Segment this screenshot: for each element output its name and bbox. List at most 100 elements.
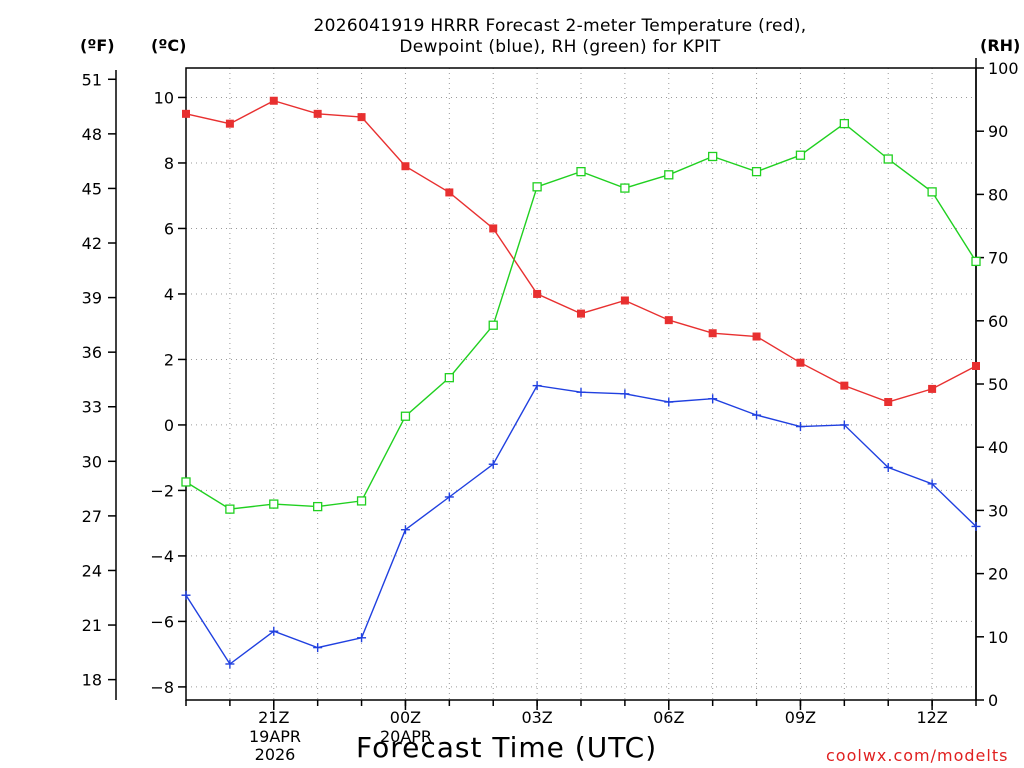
chart-title-line2: Dewpoint (blue), RH (green) for KPIT — [399, 37, 721, 57]
celsius-tick-label: 10 — [154, 88, 174, 107]
fahrenheit-tick-label: 36 — [82, 343, 102, 362]
fahrenheit-tick-label: 18 — [82, 671, 102, 690]
fahrenheit-unit-label: (ºF) — [80, 36, 115, 55]
rh-tick-label: 30 — [988, 501, 1008, 520]
celsius-tick-label: 4 — [164, 285, 174, 304]
temperature-point — [401, 162, 410, 171]
temperature-point — [533, 289, 542, 298]
chart-title: 2026041919 HRRR Forecast 2-meter Tempera… — [230, 16, 890, 58]
fahrenheit-tick-label: 45 — [82, 179, 102, 198]
dewpoint-point — [313, 643, 323, 653]
dewpoint-point — [971, 521, 981, 531]
dewpoint-point — [795, 422, 805, 432]
series-rh — [181, 118, 981, 514]
temperature-point — [884, 398, 893, 407]
rh-point — [839, 118, 849, 129]
rh-tick-label: 50 — [988, 375, 1008, 394]
temperature-point — [796, 358, 805, 367]
rh-tick-label: 40 — [988, 438, 1008, 457]
rh-tick-label: 80 — [988, 185, 1008, 204]
x-tick-label: 21Z — [258, 708, 289, 727]
temperature-point — [708, 329, 717, 338]
temperature-point — [840, 381, 849, 390]
rh-point — [664, 170, 674, 180]
dewpoint-point — [752, 410, 762, 420]
fahrenheit-tick-label: 39 — [82, 289, 102, 308]
celsius-tick-label: 6 — [164, 219, 174, 238]
fahrenheit-tick-label: 27 — [82, 507, 102, 526]
fahrenheit-tick-label: 24 — [82, 561, 102, 580]
rh-point — [927, 187, 937, 197]
dewpoint-point — [708, 394, 718, 404]
temperature-point — [928, 384, 937, 393]
dewpoint-point — [444, 492, 454, 502]
series-dewpoint — [181, 381, 981, 669]
celsius-tick-label: −8 — [150, 678, 174, 697]
rh-point — [313, 501, 323, 512]
x-tick-label: 12Z — [916, 708, 947, 727]
temperature-point — [182, 109, 190, 118]
celsius-unit-label: (ºC) — [151, 36, 187, 55]
grid-lines — [186, 68, 976, 700]
dewpoint-point — [883, 463, 893, 473]
rh-point — [488, 320, 498, 330]
temperature-point — [489, 224, 498, 233]
rh-point — [883, 154, 893, 164]
celsius-tick-label: −4 — [150, 547, 174, 566]
rh-unit-label: (RH) — [980, 36, 1021, 55]
rh-point — [751, 166, 762, 177]
dewpoint-point — [400, 525, 410, 535]
temperature-point — [752, 332, 761, 341]
dewpoint-point — [532, 381, 542, 391]
fahrenheit-tick-label: 42 — [82, 234, 102, 253]
rh-tick-label: 10 — [988, 628, 1008, 647]
temperature-point — [972, 361, 980, 370]
rh-point — [708, 151, 718, 162]
x-tick-label: 03Z — [521, 708, 552, 727]
dewpoint-line — [185, 384, 977, 666]
celsius-tick-label: −2 — [150, 481, 174, 500]
temperature-point — [620, 296, 629, 305]
rh-tick-label: 20 — [988, 565, 1008, 584]
celsius-tick-label: 2 — [164, 350, 174, 369]
rh-tick-label: 100 — [988, 59, 1019, 78]
celsius-tick-label: 0 — [164, 416, 174, 435]
rh-point — [269, 499, 279, 509]
x-tick-label: 06Z — [653, 708, 684, 727]
dewpoint-point — [357, 633, 367, 643]
temperature-line — [185, 99, 977, 403]
dewpoint-point — [620, 389, 630, 399]
temperature-point — [357, 113, 366, 122]
chart-title-line1: 2026041919 HRRR Forecast 2-meter Tempera… — [313, 16, 807, 36]
rh-point — [620, 183, 630, 193]
dewpoint-point — [181, 590, 191, 600]
dewpoint-point — [927, 479, 937, 489]
rh-point — [444, 373, 454, 383]
x-tick-label: 00Z — [390, 708, 421, 727]
dewpoint-point — [576, 387, 586, 397]
fahrenheit-tick-label: 21 — [82, 616, 102, 635]
fahrenheit-tick-label: 30 — [82, 452, 102, 471]
celsius-tick-label: −6 — [150, 612, 174, 631]
rh-tick-label: 70 — [988, 249, 1008, 268]
rh-point — [181, 477, 191, 487]
celsius-tick-label: 8 — [164, 154, 174, 173]
rh-tick-label: 90 — [988, 122, 1008, 141]
date-label-19apr: 19APR — [248, 727, 302, 746]
rh-point — [532, 182, 542, 192]
x-axis-title: Forecast Time (UTC) — [356, 731, 658, 764]
date-label-2026: 2026 — [254, 745, 296, 764]
rh-point — [225, 504, 235, 514]
credit-link[interactable]: coolwx.com/modelts — [826, 746, 1009, 765]
dewpoint-point — [488, 459, 498, 469]
rh-point — [971, 256, 981, 267]
rh-point — [400, 411, 411, 421]
x-tick-label: 09Z — [785, 708, 816, 727]
temperature-point — [225, 119, 234, 128]
fahrenheit-tick-label: 51 — [82, 70, 102, 89]
rh-tick-label: 60 — [988, 312, 1008, 331]
temperature-point — [664, 316, 673, 325]
dewpoint-point — [225, 659, 235, 669]
rh-point — [576, 166, 586, 177]
